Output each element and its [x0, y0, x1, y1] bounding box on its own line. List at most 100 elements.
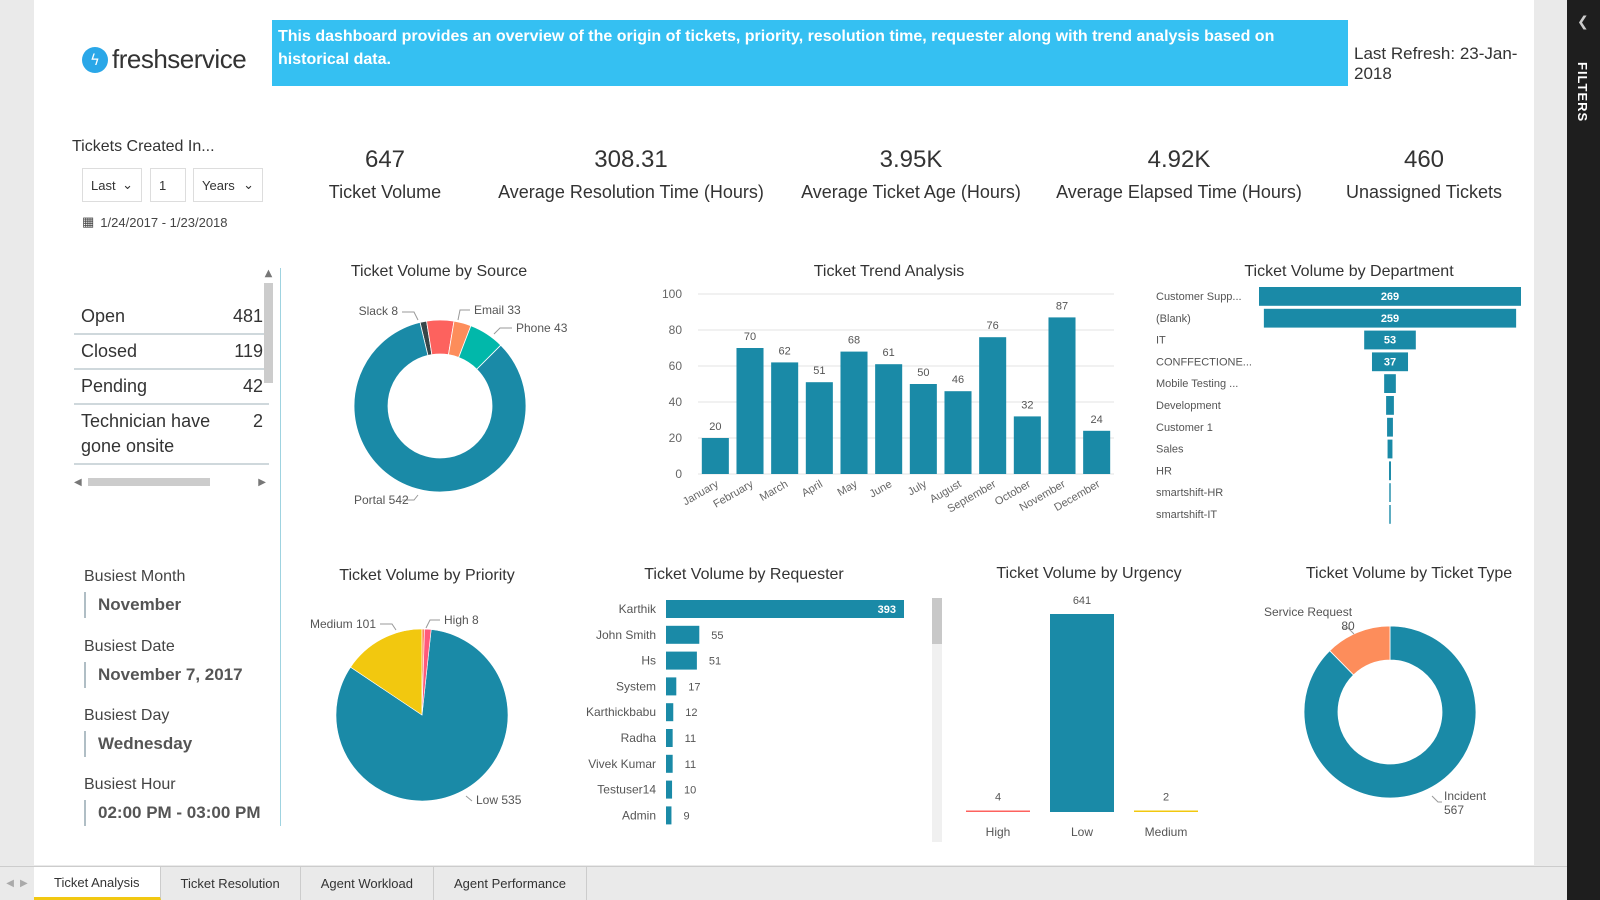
data-label: 259 — [1381, 313, 1399, 325]
scroll-thumb[interactable] — [87, 478, 210, 486]
kpi-value: 3.95K — [879, 146, 943, 173]
vertical-scrollbar[interactable]: ▲ — [264, 268, 273, 468]
data-label: 2 — [1163, 792, 1169, 804]
department-funnel-chart[interactable]: Customer Supp... 269 (Blank) 259 IT 53 CONFFEC… — [1144, 286, 1534, 536]
trend-bar — [979, 337, 1007, 474]
category-label: Vivek Kumar — [588, 757, 656, 771]
data-label: 269 — [1381, 291, 1399, 303]
tab-ticket-resolution[interactable]: Ticket Resolution — [161, 867, 301, 900]
data-label: 51 — [709, 656, 721, 668]
calendar-icon: ▦ — [82, 214, 95, 229]
busiest-month-card: Busiest Month November — [84, 568, 185, 618]
scroll-right-icon[interactable]: ▶ — [258, 476, 266, 488]
tab-agent-performance[interactable]: Agent Performance — [434, 867, 588, 900]
chart-title-department: Ticket Volume by Department — [1244, 263, 1454, 280]
data-label: 393 — [878, 604, 896, 616]
data-label: 4 — [995, 792, 1001, 804]
trend-bar — [840, 351, 868, 474]
filters-label: FILTERS — [1575, 62, 1590, 123]
relative-mode-value: Last — [91, 177, 116, 193]
trend-bar — [1083, 430, 1111, 474]
kpi-label: Unassigned Tickets — [1345, 182, 1503, 202]
status-label: Open — [81, 306, 126, 326]
data-label: 20 — [709, 421, 721, 433]
priority-pie-chart[interactable]: Low 535 Medium 101 High 8 — [300, 596, 580, 836]
last-refresh: Last Refresh: 23-Jan-2018 — [1354, 44, 1518, 83]
data-label: 50 — [917, 367, 929, 379]
relative-unit-value: Years — [202, 177, 235, 193]
slice-label-line: Service Request — [1264, 605, 1353, 619]
scroll-up-icon[interactable]: ▲ — [264, 268, 273, 279]
status-row-closed[interactable]: Closed 119 — [74, 335, 269, 370]
kpi-avg-ticket-age: 3.95K Average Ticket Age (Hours) — [786, 146, 1036, 203]
data-label: 24 — [1091, 414, 1103, 426]
chevron-left-icon[interactable]: ❮ — [1577, 14, 1589, 30]
urgency-bar-chart[interactable]: 4 High 641 Low 2 Medium — [964, 590, 1204, 850]
chevron-left-icon[interactable]: ◀ — [6, 878, 14, 889]
category-label: John Smith — [596, 628, 656, 642]
busiest-month-value: November — [84, 592, 185, 618]
category-label: Testuser14 — [597, 783, 656, 797]
pie-slice — [350, 628, 423, 716]
chart-title-urgency: Ticket Volume by Urgency — [996, 565, 1182, 582]
category-label: Admin — [622, 808, 656, 822]
requester-bar — [666, 625, 700, 644]
scroll-left-icon[interactable]: ◀ — [74, 476, 82, 488]
tab-ticket-analysis[interactable]: Ticket Analysis — [34, 867, 161, 900]
tab-scroll-nav[interactable]: ◀ ▶ — [0, 867, 34, 900]
pie-slice — [353, 321, 527, 493]
relative-count-value: 1 — [159, 177, 167, 193]
chevron-right-icon[interactable]: ▶ — [20, 878, 28, 889]
busiest-date-label: Busiest Date — [84, 638, 175, 655]
busiest-day-card: Busiest Day Wednesday — [84, 707, 192, 757]
category-label: Karthickbabu — [586, 705, 656, 719]
horizontal-scrollbar[interactable]: ◀ ▶ — [74, 476, 266, 488]
relative-unit-select[interactable]: Years ⌄ — [193, 168, 263, 202]
scroll-thumb[interactable] — [264, 283, 273, 383]
requester-bar — [666, 651, 697, 670]
trend-bar — [805, 382, 833, 474]
slice-label: Email 33 — [474, 303, 521, 317]
requester-bar-chart[interactable]: Karthik 393 John Smith 55 Hs 51 System 17 Karthi… — [574, 598, 944, 842]
x-tick-label: July — [906, 478, 929, 498]
relative-mode-select[interactable]: Last ⌄ — [82, 168, 142, 202]
kpi-value: 647 — [364, 146, 406, 173]
data-label: 10 — [684, 785, 696, 797]
x-tick-label: Low — [1071, 825, 1093, 839]
category-label: Customer Supp... — [1156, 291, 1242, 303]
tickettype-donut-chart[interactable]: Service Request 80 Incident 567 — [1264, 598, 1544, 838]
tab-agent-workload[interactable]: Agent Workload — [301, 867, 434, 900]
funnel-bar — [1389, 505, 1391, 524]
pie-slice — [1329, 625, 1391, 676]
x-tick-label: May — [836, 478, 860, 499]
status-row-onsite[interactable]: Technician have gone onsite 2 — [74, 405, 269, 465]
data-label: 11 — [685, 733, 696, 745]
x-tick-label: June — [868, 478, 895, 500]
y-tick-label: 20 — [669, 431, 683, 445]
pie-slice — [1303, 625, 1477, 799]
y-tick-label: 80 — [669, 323, 683, 337]
category-label: System — [616, 679, 656, 693]
date-range[interactable]: ▦ 1/24/2017 - 1/23/2018 — [82, 214, 228, 230]
status-row-pending[interactable]: Pending 42 — [74, 370, 269, 405]
slice-label: Incident 567 — [1444, 789, 1487, 817]
leader-line — [402, 494, 419, 501]
data-label: 68 — [848, 335, 860, 347]
trend-bar — [909, 384, 937, 474]
status-row-open[interactable]: Open 481 — [74, 300, 269, 335]
chart-title-tickettype: Ticket Volume by Ticket Type — [1305, 565, 1513, 582]
filters-pane-toggle[interactable]: ❮ FILTERS — [1567, 0, 1600, 900]
slice-label: Medium 101 — [310, 617, 376, 631]
requester-bar — [666, 600, 904, 618]
x-tick-label: April — [800, 478, 825, 499]
data-label: 61 — [883, 347, 895, 359]
leader-line — [493, 327, 512, 335]
x-tick-label: High — [986, 825, 1011, 839]
trend-bar-chart[interactable]: 02040608010020January70February62March51… — [634, 282, 1134, 544]
trend-bar — [1013, 416, 1041, 474]
description-banner: This dashboard provides an overview of t… — [272, 20, 1348, 86]
chart-title-source: Ticket Volume by Source — [350, 263, 528, 280]
relative-count-input[interactable]: 1 — [150, 168, 186, 202]
source-donut-chart[interactable]: Portal 542 Slack 8 Email 33 Phone 43 — [304, 290, 584, 530]
chevron-down-icon: ⌄ — [243, 177, 254, 192]
